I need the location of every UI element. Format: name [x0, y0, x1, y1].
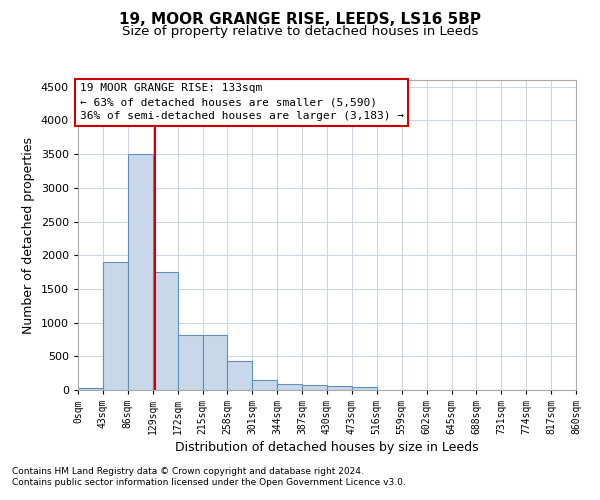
Bar	[227, 361, 253, 390]
Bar	[277, 384, 302, 390]
Bar	[152, 272, 178, 390]
Text: Size of property relative to detached houses in Leeds: Size of property relative to detached ho…	[122, 25, 478, 38]
Text: 19 MOOR GRANGE RISE: 133sqm
← 63% of detached houses are smaller (5,590)
36% of : 19 MOOR GRANGE RISE: 133sqm ← 63% of det…	[80, 84, 404, 122]
Bar	[203, 334, 227, 390]
Bar	[103, 262, 128, 390]
Y-axis label: Number of detached properties: Number of detached properties	[22, 136, 35, 334]
Bar	[252, 380, 277, 390]
Bar	[302, 386, 327, 390]
Bar	[352, 387, 377, 390]
Bar	[78, 388, 103, 390]
Text: 19, MOOR GRANGE RISE, LEEDS, LS16 5BP: 19, MOOR GRANGE RISE, LEEDS, LS16 5BP	[119, 12, 481, 28]
Bar	[327, 386, 352, 390]
X-axis label: Distribution of detached houses by size in Leeds: Distribution of detached houses by size …	[175, 441, 479, 454]
Bar	[178, 334, 203, 390]
Text: Contains HM Land Registry data © Crown copyright and database right 2024.: Contains HM Land Registry data © Crown c…	[12, 467, 364, 476]
Bar	[128, 154, 152, 390]
Text: Contains public sector information licensed under the Open Government Licence v3: Contains public sector information licen…	[12, 478, 406, 487]
